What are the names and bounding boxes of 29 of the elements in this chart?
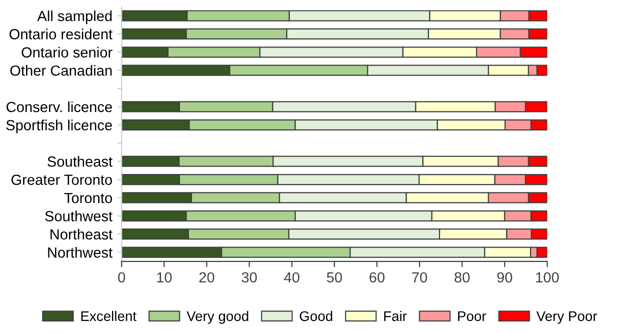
x-tick-label: 70 — [412, 272, 428, 283]
x-tick-label: 10 — [157, 272, 172, 283]
x-tick-label: 90 — [497, 272, 512, 283]
y-tick-label: Conserv. licence — [6, 101, 112, 112]
y-tick-label: Northwest — [48, 247, 112, 258]
y-tick-label: Greater Toronto — [11, 174, 112, 185]
legend-label: Very good — [186, 310, 248, 324]
x-tick-label: 20 — [199, 272, 214, 283]
legend-label: Good — [300, 310, 332, 322]
legend-label: Excellent — [81, 310, 136, 322]
y-tick-label: Ontario resident — [10, 28, 112, 40]
x-tick-label: 100 — [536, 272, 559, 283]
y-tick-label: Southeast — [48, 156, 112, 167]
y-tick-label: All sampled — [37, 10, 112, 24]
y-tick-label: Southwest — [45, 210, 112, 222]
y-tick-label: Other Canadian — [10, 65, 112, 76]
x-tick-label: 30 — [242, 272, 257, 283]
x-tick-label: 40 — [284, 272, 300, 283]
x-tick-label: 80 — [454, 272, 470, 283]
legend-label: Very Poor — [536, 311, 598, 324]
x-tick-label: 50 — [326, 272, 342, 283]
y-tick-label: Ontario senior — [22, 46, 112, 58]
y-tick-label: Northeast — [50, 228, 112, 240]
y-tick-label: Sportfish licence — [6, 120, 112, 134]
legend-label: Fair — [384, 310, 407, 322]
legend-label: Poor — [458, 311, 486, 322]
y-tick-label: Toronto — [64, 192, 112, 204]
x-tick-label: 60 — [370, 272, 384, 283]
x-tick-label: 0 — [118, 272, 126, 283]
